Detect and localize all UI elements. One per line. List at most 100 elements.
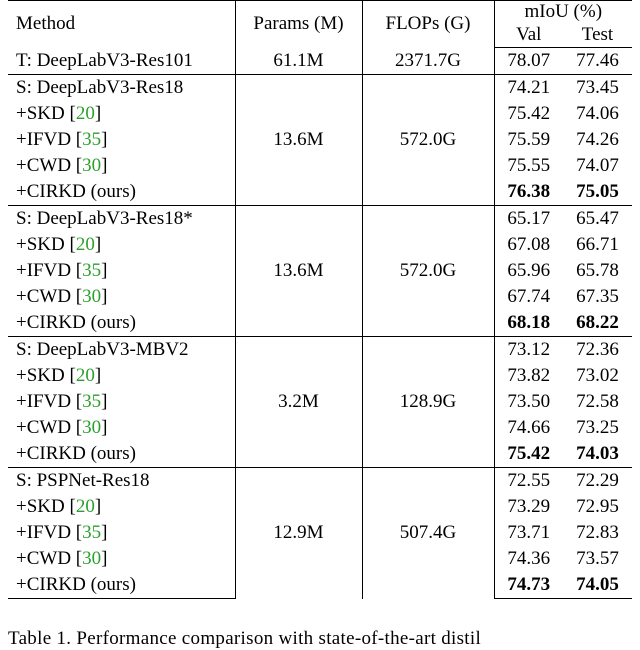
table-row: +CIRKD (ours) 74.73 74.05 [8, 572, 632, 599]
table-row: +IFVD [35] 75.59 74.26 [8, 127, 632, 153]
citation-link[interactable]: 35 [82, 391, 102, 412]
method-name: +SKD [ [16, 365, 76, 386]
val-cell: 68.18 [494, 310, 563, 337]
citation-link[interactable]: 35 [82, 260, 102, 281]
test-cell: 74.26 [576, 129, 619, 150]
citation-link[interactable]: 35 [82, 522, 102, 543]
table-row: S: DeepLabV3-Res18* 13.6M 572.0G 65.17 65.47 [8, 205, 632, 337]
citation-bracket: ] [101, 522, 108, 543]
student-group: S: PSPNet-Res18 12.9M 507.4G 72.55 72.29 +SKD… [8, 467, 632, 599]
student-group: S: DeepLabV3-MBV2 3.2M 128.9G 73.12 72.36 +SK… [8, 336, 632, 468]
val-cell: 74.66 [507, 417, 551, 438]
citation-link[interactable]: 20 [75, 365, 95, 386]
table-row: +CIRKD (ours) 68.18 68.22 [8, 310, 632, 337]
method-cell: +CIRKD (ours) [8, 179, 236, 206]
val-cell: 73.50 [507, 391, 551, 412]
teacher-section: T: DeepLabV3-Res101 61.1M 2371.7G 78.07 … [8, 47, 632, 75]
citation-bracket: ] [101, 260, 108, 281]
citation-bracket: ] [101, 286, 108, 307]
val-cell: 76.38 [494, 179, 563, 206]
teacher-row: T: DeepLabV3-Res101 61.1M 2371.7G 78.07 … [8, 47, 632, 75]
citation-bracket: ] [94, 496, 102, 517]
method-cell: +IFVD [35] [8, 258, 236, 284]
flops-cell: 572.0G [362, 74, 495, 206]
citation-link[interactable]: 30 [82, 548, 102, 569]
test-cell: 65.47 [563, 205, 632, 232]
table-row: +CIRKD (ours) 76.38 75.05 [8, 179, 632, 206]
flops-cell: 507.4G [362, 467, 495, 599]
method-cell: +CWD [30] [8, 546, 236, 572]
table-row: S: DeepLabV3-Res18 13.6M 572.0G 74.21 73.45 [8, 74, 632, 206]
test-cell: 74.05 [563, 572, 632, 599]
student-group: S: DeepLabV3-Res18* 13.6M 572.0G 65.17 65.47… [8, 205, 632, 337]
val-cell: 73.29 [507, 496, 551, 517]
method-name: +IFVD [ [16, 391, 83, 412]
test-cell: 74.03 [563, 441, 632, 468]
header-val: Val [494, 23, 563, 48]
method-name: S: PSPNet-Res18 [16, 470, 150, 491]
citation-link[interactable]: 20 [75, 103, 95, 124]
teacher-flops: 2371.7G [362, 47, 495, 75]
method-name: +CIRKD (ours) [16, 312, 136, 333]
val-cell: 67.08 [507, 234, 551, 255]
citation-link[interactable]: 30 [82, 286, 102, 307]
test-cell: 72.58 [576, 391, 619, 412]
method-name: +CWD [ [16, 286, 83, 307]
method-name: +CWD [ [16, 155, 83, 176]
val-cell: 65.96 [507, 260, 551, 281]
table-row: +SKD [20] 73.82 73.02 [8, 363, 632, 389]
method-cell: S: PSPNet-Res18 [8, 467, 236, 494]
table-row: +IFVD [35] 73.71 72.83 [8, 520, 632, 546]
flops-cell: 128.9G [362, 336, 495, 468]
header-test: Test [563, 23, 632, 48]
val-cell: 75.59 [507, 129, 551, 150]
method-name: +CIRKD (ours) [16, 443, 136, 464]
citation-link[interactable]: 35 [82, 129, 102, 150]
method-cell: +SKD [20] [8, 232, 236, 258]
method-cell: +CIRKD (ours) [8, 572, 236, 599]
test-cell: 75.05 [563, 179, 632, 206]
method-name: S: DeepLabV3-Res18* [16, 208, 193, 229]
val-cell: 73.71 [507, 522, 551, 543]
citation-bracket: ] [101, 391, 108, 412]
test-cell: 72.29 [563, 467, 632, 494]
method-cell: S: DeepLabV3-Res18* [8, 205, 236, 232]
header-method: Method [8, 0, 236, 48]
val-cell: 74.73 [494, 572, 563, 599]
citation-bracket: ] [101, 548, 108, 569]
method-cell: +CWD [30] [8, 284, 236, 310]
table-row: +CWD [30] 67.74 67.35 [8, 284, 632, 310]
test-cell: 73.45 [563, 74, 632, 101]
flops-cell: 572.0G [362, 205, 495, 337]
params-cell: 3.2M [235, 336, 363, 468]
test-cell: 73.25 [576, 417, 619, 438]
method-name: +CWD [ [16, 417, 83, 438]
test-cell: 73.57 [576, 548, 619, 569]
citation-link[interactable]: 30 [82, 417, 102, 438]
method-name: +SKD [ [16, 496, 76, 517]
params-cell: 13.6M [235, 74, 363, 206]
method-cell: +CIRKD (ours) [8, 310, 236, 337]
val-cell: 75.42 [507, 103, 551, 124]
test-cell: 66.71 [576, 234, 619, 255]
student-group: S: DeepLabV3-Res18 13.6M 572.0G 74.21 73.45 +… [8, 74, 632, 206]
citation-link[interactable]: 20 [75, 234, 95, 255]
table-caption: Table 1. Performance comparison with sta… [8, 628, 482, 649]
params-cell: 13.6M [235, 205, 363, 337]
method-name: +SKD [ [16, 234, 76, 255]
citation-bracket: ] [101, 417, 108, 438]
header-miou: mIoU (%) [494, 0, 632, 23]
table-row: +SKD [20] 73.29 72.95 [8, 494, 632, 520]
method-name: +CIRKD (ours) [16, 574, 136, 595]
method-name: S: DeepLabV3-MBV2 [16, 339, 189, 360]
citation-link[interactable]: 20 [75, 496, 95, 517]
method-name: S: DeepLabV3-Res18 [16, 77, 184, 98]
citation-link[interactable]: 30 [82, 155, 102, 176]
val-cell: 75.42 [494, 441, 563, 468]
val-cell: 73.82 [507, 365, 551, 386]
teacher-params: 61.1M [235, 47, 363, 75]
table-row: +IFVD [35] 73.50 72.58 [8, 389, 632, 415]
method-cell: +SKD [20] [8, 494, 236, 520]
table-header: Method Params (M) FLOPs (G) mIoU (%) Val… [8, 0, 632, 48]
results-table-container: Method Params (M) FLOPs (G) mIoU (%) Val… [8, 0, 632, 599]
